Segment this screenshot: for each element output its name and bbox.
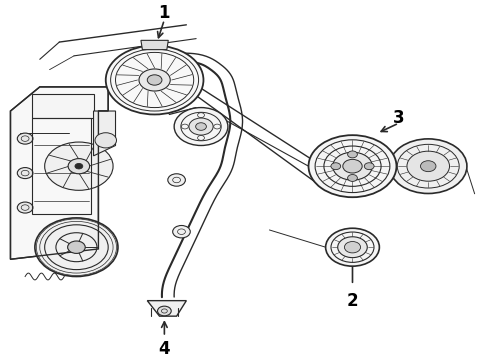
Circle shape	[68, 241, 85, 253]
Polygon shape	[141, 40, 168, 50]
Circle shape	[147, 75, 162, 85]
Text: 2: 2	[347, 292, 358, 310]
Circle shape	[174, 108, 228, 145]
Circle shape	[139, 69, 170, 91]
Circle shape	[309, 135, 396, 197]
Circle shape	[17, 167, 33, 179]
Polygon shape	[94, 111, 116, 156]
Circle shape	[158, 306, 171, 316]
Circle shape	[407, 151, 449, 181]
Circle shape	[172, 225, 190, 238]
Circle shape	[338, 237, 368, 258]
Circle shape	[45, 142, 113, 190]
Circle shape	[75, 163, 83, 169]
Polygon shape	[147, 301, 186, 316]
Circle shape	[168, 174, 185, 186]
Circle shape	[343, 159, 362, 173]
Text: 1: 1	[159, 4, 170, 22]
Circle shape	[68, 159, 90, 174]
Polygon shape	[32, 94, 94, 118]
Circle shape	[390, 139, 467, 193]
Circle shape	[196, 123, 206, 130]
Polygon shape	[10, 87, 108, 259]
Text: 4: 4	[159, 340, 170, 358]
Circle shape	[17, 202, 33, 213]
Circle shape	[35, 218, 118, 276]
Circle shape	[344, 242, 361, 253]
Circle shape	[365, 163, 374, 170]
Circle shape	[189, 118, 213, 135]
Circle shape	[347, 175, 357, 181]
Circle shape	[326, 228, 379, 266]
Circle shape	[333, 152, 372, 180]
Circle shape	[420, 161, 436, 172]
Circle shape	[106, 45, 203, 114]
Circle shape	[95, 133, 117, 148]
Text: 3: 3	[393, 109, 405, 127]
Circle shape	[331, 163, 341, 170]
Circle shape	[347, 151, 357, 158]
Circle shape	[17, 133, 33, 144]
